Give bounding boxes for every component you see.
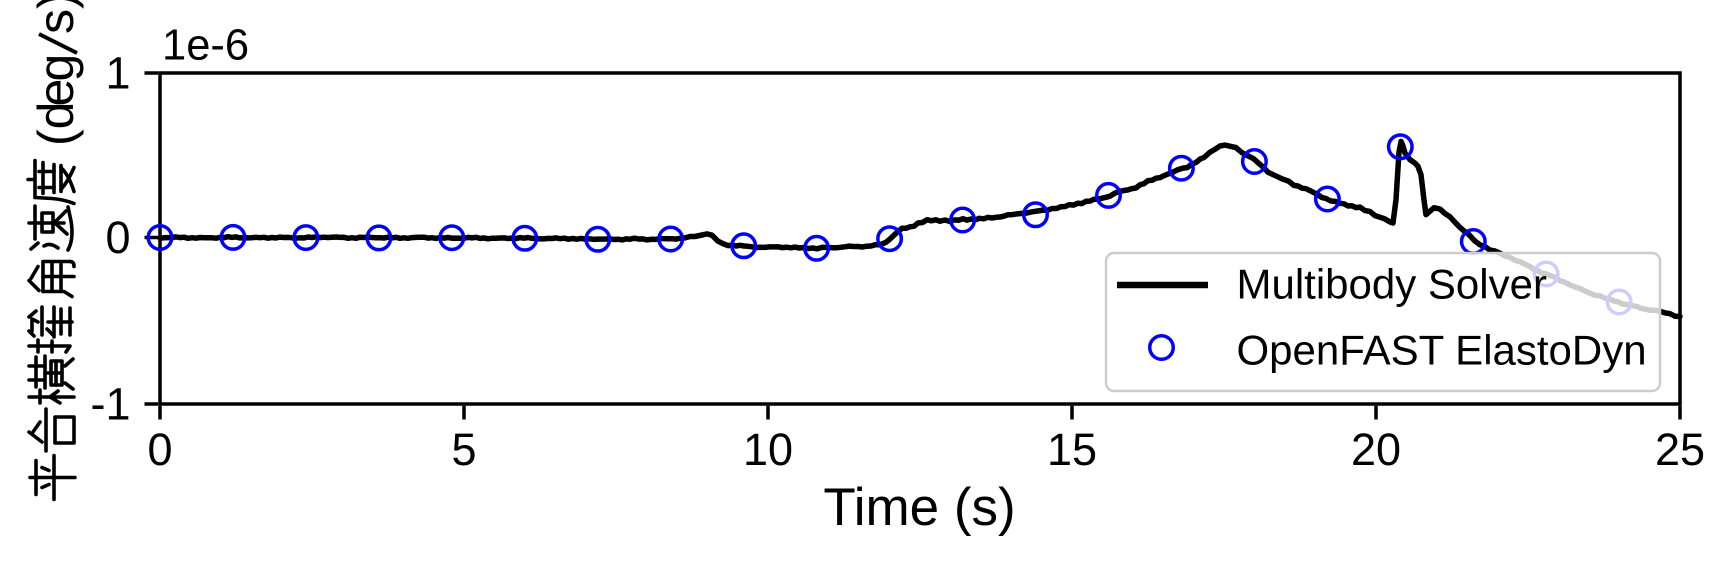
svg-text:25: 25 <box>1655 424 1705 475</box>
svg-text:1: 1 <box>105 48 130 99</box>
svg-text:e: e <box>28 79 84 107</box>
svg-text:20: 20 <box>1351 424 1401 475</box>
svg-text:s: s <box>28 9 84 34</box>
svg-text:g: g <box>28 54 84 82</box>
svg-text:Multibody Solver: Multibody Solver <box>1237 261 1547 308</box>
svg-text:1e-6: 1e-6 <box>162 22 249 70</box>
svg-text:Time (s): Time (s) <box>823 478 1015 537</box>
svg-text:(d: (d <box>28 102 84 146</box>
svg-text:5: 5 <box>451 424 476 475</box>
svg-text:): ) <box>28 0 84 9</box>
svg-text:0: 0 <box>147 424 172 475</box>
svg-text:10: 10 <box>743 424 793 475</box>
svg-text:OpenFAST ElastoDyn: OpenFAST ElastoDyn <box>1237 327 1647 374</box>
svg-text:15: 15 <box>1047 424 1097 475</box>
svg-text:0: 0 <box>105 212 130 263</box>
svg-text:-1: -1 <box>90 379 130 430</box>
